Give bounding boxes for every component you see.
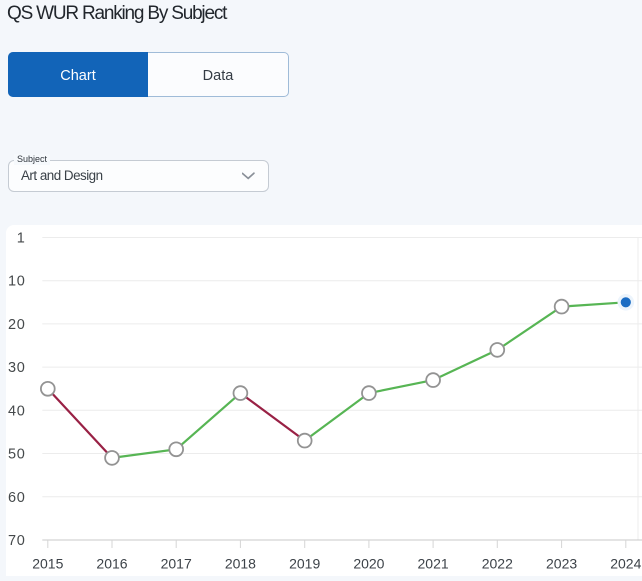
svg-text:20: 20: [8, 317, 26, 333]
svg-text:2022: 2022: [482, 555, 513, 571]
svg-text:1: 1: [17, 231, 26, 247]
svg-text:60: 60: [8, 490, 26, 506]
svg-text:10: 10: [8, 274, 26, 290]
svg-text:70: 70: [8, 533, 26, 549]
svg-text:2020: 2020: [353, 555, 384, 571]
svg-text:2024: 2024: [610, 555, 641, 571]
svg-text:2017: 2017: [161, 555, 192, 571]
svg-text:2016: 2016: [96, 555, 127, 571]
svg-text:2015: 2015: [32, 555, 63, 571]
svg-text:30: 30: [8, 360, 26, 376]
svg-text:2023: 2023: [546, 555, 577, 571]
svg-text:2018: 2018: [225, 555, 256, 571]
svg-text:2021: 2021: [418, 555, 449, 571]
svg-text:50: 50: [8, 447, 26, 463]
svg-text:2019: 2019: [289, 555, 320, 571]
svg-text:40: 40: [8, 403, 26, 419]
